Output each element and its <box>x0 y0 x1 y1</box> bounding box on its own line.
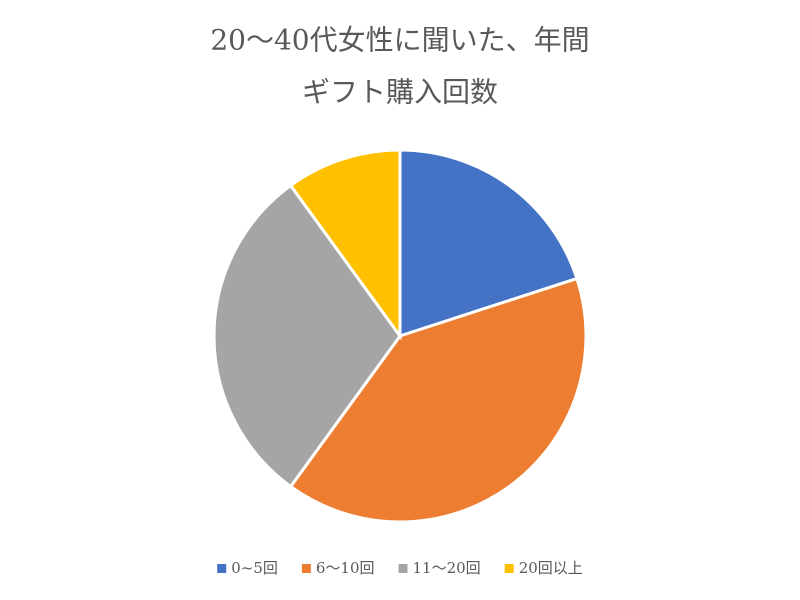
legend-swatch <box>217 564 227 573</box>
legend-swatch <box>301 564 311 573</box>
pie-slice <box>398 148 579 339</box>
pie-slice <box>288 148 402 341</box>
chart-title: ギフト購入回数 <box>302 76 498 109</box>
legend: 0~5回 6～10回 11～20回 20回以上 <box>217 559 583 577</box>
pie-slice <box>212 183 402 489</box>
legend-label: 11～20回 <box>413 559 481 577</box>
legend-label: 20回以上 <box>519 559 583 577</box>
legend-label: 0~5回 <box>231 559 278 577</box>
pie-slice <box>288 276 588 524</box>
legend-label: 6～10回 <box>316 559 375 577</box>
legend-swatch <box>398 564 408 573</box>
legend-swatch <box>504 564 514 573</box>
chart-title: 20～40代女性に聞いた、年間 <box>210 24 589 57</box>
